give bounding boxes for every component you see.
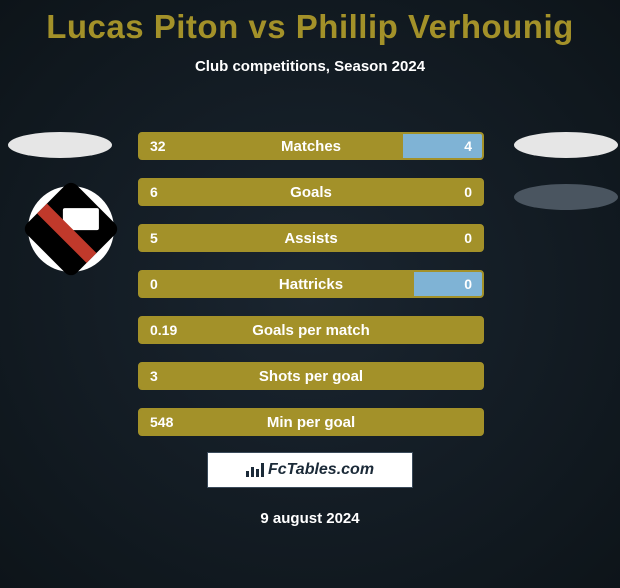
stat-row: 5Assists0 (138, 224, 484, 252)
stat-value-right: 0 (464, 184, 472, 200)
stat-label: Goals per match (140, 322, 482, 339)
vasco-shield-icon (22, 180, 121, 279)
stat-label: Hattricks (140, 276, 482, 293)
stat-label: Shots per goal (140, 368, 482, 385)
club-left-logo (28, 186, 114, 272)
stat-label: Min per goal (140, 414, 482, 431)
fctables-label: FcTables.com (268, 461, 374, 479)
stats-bars-container: 32Matches46Goals05Assists00Hattricks00.1… (138, 132, 484, 454)
comparison-subtitle: Club competitions, Season 2024 (0, 58, 620, 75)
stat-value-right: 0 (464, 276, 472, 292)
stat-row: 3Shots per goal (138, 362, 484, 390)
stat-row: 0Hattricks0 (138, 270, 484, 298)
player-left-badge-placeholder (8, 132, 112, 158)
snapshot-date: 9 august 2024 (0, 510, 620, 527)
stat-row: 32Matches4 (138, 132, 484, 160)
stat-row: 0.19Goals per match (138, 316, 484, 344)
stat-label: Assists (140, 230, 482, 247)
stat-label: Goals (140, 184, 482, 201)
bar-chart-icon (246, 463, 264, 477)
stat-value-right: 4 (464, 138, 472, 154)
stat-row: 548Min per goal (138, 408, 484, 436)
stat-label: Matches (140, 138, 482, 155)
comparison-title: Lucas Piton vs Phillip Verhounig (0, 8, 620, 46)
stat-row: 6Goals0 (138, 178, 484, 206)
club-right-badge-placeholder (514, 184, 618, 210)
player-right-badge-placeholder (514, 132, 618, 158)
fctables-watermark: FcTables.com (207, 452, 413, 488)
stat-value-right: 0 (464, 230, 472, 246)
